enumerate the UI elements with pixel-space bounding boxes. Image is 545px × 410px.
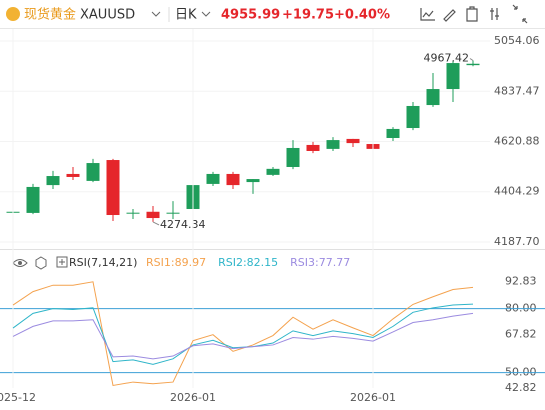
- last-price: 4955.99: [221, 8, 280, 23]
- candle-body: [166, 212, 180, 214]
- y-tick-label: 5054.06: [494, 34, 540, 47]
- plus-icon[interactable]: [56, 256, 68, 268]
- period[interactable]: 日K: [175, 8, 197, 23]
- legend-entry: RSI3:77.77: [290, 256, 350, 269]
- gear-icon[interactable]: [35, 256, 47, 270]
- candle-body: [446, 63, 460, 90]
- y-tick-label: 42.82: [505, 381, 537, 394]
- fullscreen-button[interactable]: [512, 4, 528, 24]
- y-tick-label: 4620.88: [494, 134, 540, 147]
- y-tick-label: 4837.47: [494, 84, 540, 97]
- change: +19.75: [282, 8, 334, 23]
- rsi-line: [12, 281, 474, 387]
- delete-button[interactable]: [466, 6, 478, 22]
- legend-entry: RSI1:89.97: [146, 256, 206, 269]
- high-annotation: 4967.42: [424, 52, 470, 65]
- header: 现货黄金 XAUUSD 日K 4955.99 +19.75 +0.40%: [0, 4, 545, 29]
- indicator-button[interactable]: [420, 8, 435, 21]
- candle-body: [326, 140, 340, 149]
- candle-body: [386, 128, 400, 138]
- candle-body: [106, 160, 120, 216]
- legend-entry: RSI2:82.15: [218, 256, 278, 269]
- candle-body: [466, 63, 480, 66]
- candle-body: [306, 144, 320, 151]
- plus-sign: [59, 259, 65, 265]
- candle-body: [86, 163, 100, 181]
- high-annotation-line: [469, 58, 474, 61]
- candle-body: [206, 173, 220, 184]
- candle-body: [226, 173, 240, 186]
- rsi-toolbar: RSI(7,14,21): [12, 256, 137, 270]
- gold-icon: [6, 7, 20, 21]
- low-annotation-line: [152, 221, 160, 226]
- draw-button[interactable]: [443, 9, 456, 22]
- candle-body: [266, 168, 280, 175]
- candle-body: [346, 138, 360, 144]
- x-tick-label: 2026-01: [170, 391, 216, 404]
- symbol-dropdown[interactable]: [151, 11, 161, 17]
- low-annotation: 4274.34: [160, 218, 206, 231]
- rsi-title: RSI(7,14,21): [69, 256, 137, 269]
- candle-body: [46, 176, 60, 186]
- candle-body: [126, 212, 140, 214]
- instrument-name: 现货黄金: [24, 7, 76, 23]
- y-tick-label: 67.82: [505, 328, 537, 341]
- eye-pupil: [18, 261, 22, 265]
- candle-body: [146, 211, 160, 219]
- x-tick-label: 2026-01: [350, 391, 396, 404]
- settings-button[interactable]: [490, 8, 499, 20]
- y-tick-label: 4187.70: [494, 235, 540, 248]
- candle-body: [406, 105, 420, 129]
- candle-body: [26, 186, 40, 213]
- candle-body: [426, 89, 440, 106]
- period-dropdown[interactable]: [201, 11, 211, 17]
- candle-body: [286, 147, 300, 167]
- change-percent: +0.40%: [334, 8, 390, 23]
- rsi-line: [12, 303, 474, 365]
- eye-icon[interactable]: [12, 259, 28, 267]
- candle-body: [66, 173, 80, 177]
- symbol[interactable]: XAUUSD: [80, 8, 135, 23]
- rsi-line: [12, 312, 474, 360]
- candle-body: [246, 179, 260, 183]
- y-tick-label: 4404.29: [494, 185, 540, 198]
- y-tick-label: 92.83: [505, 274, 537, 287]
